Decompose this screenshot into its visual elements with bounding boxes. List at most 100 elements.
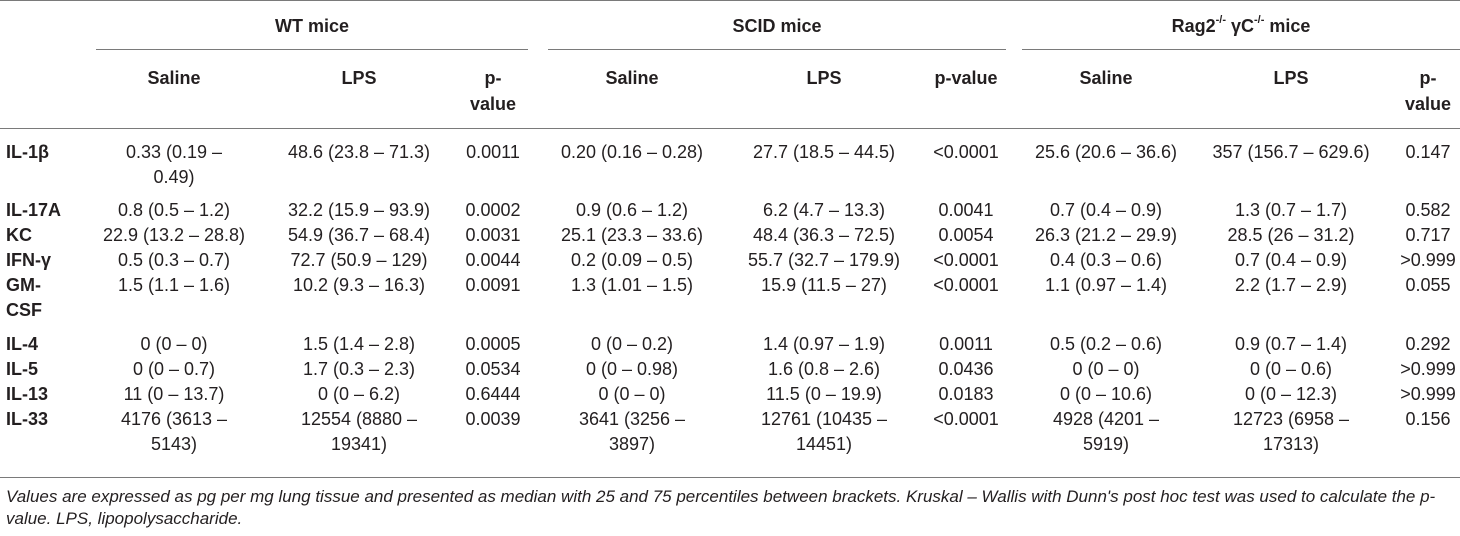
- cell-line: 1.3 (1.01 – 1.5): [570, 275, 694, 295]
- row-label: IL-4: [6, 332, 90, 357]
- cell-line: <0.0001: [933, 142, 999, 162]
- cell-scid-pvalue: <0.0001: [924, 140, 1008, 165]
- cell-line: 0 (0 – 0.7): [132, 359, 216, 379]
- cell-line: 1.4 (0.97 – 1.9): [762, 334, 886, 354]
- cell-line: 0.7 (0.4 – 0.9): [1234, 250, 1348, 270]
- cell-wt-pvalue: 0.0002: [458, 198, 528, 223]
- cell-scid-pvalue: <0.0001: [924, 248, 1008, 273]
- cell-line: 1.5 (1.4 – 2.8): [302, 334, 416, 354]
- row-label-line: IL-13: [6, 384, 49, 404]
- cell-line: 26.3 (21.2 – 29.9): [1034, 225, 1178, 245]
- header-bottom-rule: [0, 128, 1460, 129]
- cell-line: 25.6 (20.6 – 36.6): [1034, 142, 1178, 162]
- cell-line: 357 (156.7 – 629.6): [1212, 142, 1370, 162]
- cell-rag-pvalue: 0.582: [1396, 198, 1460, 223]
- cell-line: 72.7 (50.9 – 129): [290, 250, 428, 270]
- cell-scid-pvalue: <0.0001: [924, 273, 1008, 298]
- row-label: IL-1β: [6, 140, 90, 165]
- cell-rag-pvalue: 0.717: [1396, 223, 1460, 248]
- cell-wt-pvalue: 0.0091: [458, 273, 528, 298]
- cell-line: 0.6444: [465, 384, 521, 404]
- cell-line: 5143): [150, 434, 198, 454]
- cell-scid-lps: 48.4 (36.3 – 72.5): [726, 223, 922, 248]
- subheader-wt-saline: Saline: [147, 68, 201, 88]
- cell-scid-pvalue: <0.0001: [924, 407, 1008, 432]
- cell-line: 0.49): [153, 167, 195, 187]
- cell-line: 0.0002: [465, 200, 521, 220]
- cell-scid-saline: 0.9 (0.6 – 1.2): [548, 198, 716, 223]
- cell-line: 0 (0 – 0.2): [590, 334, 674, 354]
- cell-line: >0.999: [1400, 384, 1456, 404]
- cell-line: 0 (0 – 0.6): [1249, 359, 1333, 379]
- cell-wt-pvalue: 0.0005: [458, 332, 528, 357]
- cell-scid-saline: 1.3 (1.01 – 1.5): [548, 273, 716, 298]
- subheader-wt-lps: LPS: [341, 68, 377, 88]
- row-label: IL-33: [6, 407, 90, 432]
- cell-line: 0.0534: [465, 359, 521, 379]
- cell-rag-lps: 357 (156.7 – 629.6): [1190, 140, 1392, 165]
- table-bottom-rule: [0, 477, 1460, 478]
- cell-rag-lps: 0.7 (0.4 – 0.9): [1190, 248, 1392, 273]
- cell-line: 0.0044: [465, 250, 521, 270]
- cell-wt-pvalue: 0.0031: [458, 223, 528, 248]
- cell-line: 0.0005: [465, 334, 521, 354]
- cell-line: 27.7 (18.5 – 44.5): [752, 142, 896, 162]
- cell-wt-saline: 0.8 (0.5 – 1.2): [100, 198, 248, 223]
- cell-scid-saline: 0 (0 – 0): [548, 382, 716, 407]
- subheader-rag-saline: Saline: [1079, 68, 1133, 88]
- cell-wt-lps: 32.2 (15.9 – 93.9): [266, 198, 452, 223]
- cell-line: 0.0031: [465, 225, 521, 245]
- cell-scid-lps: 15.9 (11.5 – 27): [726, 273, 922, 298]
- subheader-rag-pvalue-line2: value: [1404, 94, 1452, 114]
- cell-scid-saline: 0 (0 – 0.2): [548, 332, 716, 357]
- cell-line: 48.6 (23.8 – 71.3): [287, 142, 431, 162]
- group-header-wt: WT mice: [274, 16, 349, 36]
- cell-wt-pvalue: 0.0534: [458, 357, 528, 382]
- cell-line: 0.147: [1405, 142, 1451, 162]
- cell-scid-pvalue: 0.0183: [924, 382, 1008, 407]
- cell-rag-pvalue: 0.147: [1396, 140, 1460, 165]
- cell-scid-pvalue: 0.0011: [924, 332, 1008, 357]
- cell-line: 3897): [608, 434, 656, 454]
- cell-wt-lps: 12554 (8880 – 19341): [266, 407, 452, 457]
- cell-scid-pvalue: 0.0054: [924, 223, 1008, 248]
- cell-line: 0.9 (0.6 – 1.2): [575, 200, 689, 220]
- cell-scid-saline: 25.1 (23.3 – 33.6): [548, 223, 716, 248]
- cell-line: 0.0011: [939, 334, 993, 354]
- row-label: IL-13: [6, 382, 90, 407]
- cell-rag-saline: 0.5 (0.2 – 0.6): [1022, 332, 1190, 357]
- cell-line: 0.9 (0.7 – 1.4): [1234, 334, 1348, 354]
- cell-wt-pvalue: 0.0044: [458, 248, 528, 273]
- cell-line: <0.0001: [933, 250, 999, 270]
- cell-line: 0.582: [1405, 200, 1451, 220]
- row-label-line: IL-5: [6, 359, 39, 379]
- cell-line: 4928 (4201 –: [1052, 409, 1160, 429]
- cell-line: 15.9 (11.5 – 27): [761, 275, 887, 295]
- cell-wt-pvalue: 0.6444: [458, 382, 528, 407]
- cell-line: 0.33 (0.19 –: [125, 142, 223, 162]
- cell-line: 0.0041: [938, 200, 994, 220]
- subheader-rag-lps: LPS: [1273, 68, 1309, 88]
- cell-line: 0 (0 – 0.98): [585, 359, 679, 379]
- cell-rag-saline: 0 (0 – 10.6): [1022, 382, 1190, 407]
- subheader-wt-pvalue: p-: [484, 68, 502, 88]
- cell-wt-saline: 0 (0 – 0.7): [100, 357, 248, 382]
- cell-wt-saline: 22.9 (13.2 – 28.8): [100, 223, 248, 248]
- row-label-line: IL-17A: [6, 200, 62, 220]
- cell-scid-lps: 27.7 (18.5 – 44.5): [726, 140, 922, 165]
- cell-rag-pvalue: 0.156: [1396, 407, 1460, 432]
- cell-line: >0.999: [1400, 359, 1456, 379]
- cell-line: 48.4 (36.3 – 72.5): [752, 225, 896, 245]
- cell-rag-pvalue: >0.999: [1396, 357, 1460, 382]
- cell-line: 17313): [1262, 434, 1320, 454]
- cell-rag-lps: 0 (0 – 12.3): [1190, 382, 1392, 407]
- cell-wt-lps: 54.9 (36.7 – 68.4): [266, 223, 452, 248]
- cell-rag-pvalue: >0.999: [1396, 382, 1460, 407]
- cell-rag-saline: 1.1 (0.97 – 1.4): [1022, 273, 1190, 298]
- row-label-line: IL-1β: [6, 142, 49, 162]
- cell-scid-lps: 6.2 (4.7 – 13.3): [726, 198, 922, 223]
- row-label: IL-5: [6, 357, 90, 382]
- cell-scid-saline: 0 (0 – 0.98): [548, 357, 716, 382]
- table-footnote: Values are expressed as pg per mg lung t…: [6, 487, 1436, 528]
